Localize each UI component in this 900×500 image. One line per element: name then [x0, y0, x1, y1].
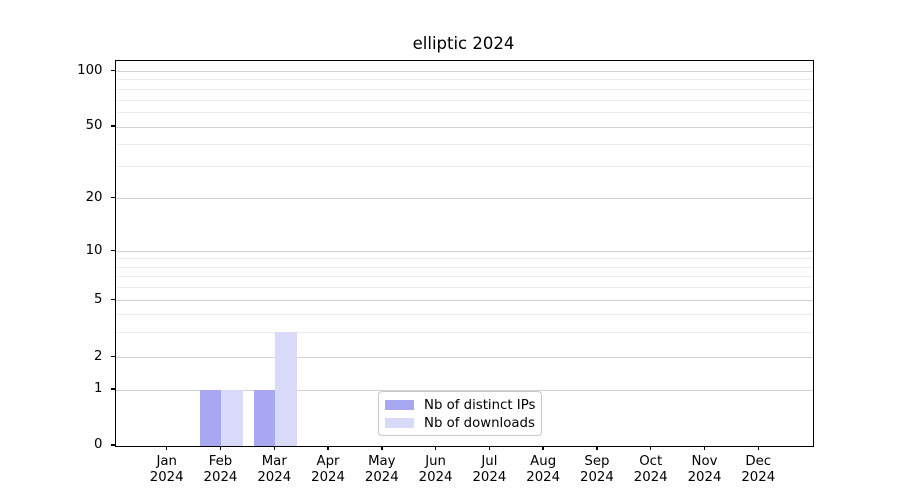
xtick-label-apr-2024: Apr 2024 — [311, 454, 345, 485]
gridline-major-2 — [116, 357, 813, 358]
xtick-mark-aug-2024 — [542, 446, 544, 451]
xtick-label-may-2024: May 2024 — [364, 454, 399, 485]
xtick-mark-oct-2024 — [650, 446, 652, 451]
legend-item-nb-of-downloads: Nb of downloads — [385, 415, 535, 431]
ytick-mark-0 — [110, 444, 115, 446]
xtick-mark-nov-2024 — [703, 446, 706, 451]
plot-area — [115, 60, 814, 447]
gridline-major-1 — [116, 389, 813, 391]
gridline-minor-60 — [116, 111, 813, 113]
gridline-minor-40 — [116, 143, 813, 145]
legend-swatch-nb-of-downloads — [385, 418, 414, 428]
ytick-mark-5 — [110, 298, 115, 301]
ytick-label-10: 10 — [85, 242, 103, 258]
gridline-minor-90 — [116, 79, 813, 81]
chart-title: elliptic 2024 — [412, 34, 515, 53]
xtick-mark-jan-2024 — [166, 446, 168, 451]
gridline-major-10 — [116, 251, 813, 252]
gridline-minor-30 — [116, 166, 813, 168]
xtick-mark-mar-2024 — [273, 446, 275, 451]
bar-nb-of-downloads-mar-2024 — [275, 332, 297, 446]
xtick-label-mar-2024: Mar 2024 — [257, 454, 292, 485]
ytick-label-50: 50 — [85, 118, 103, 133]
ytick-mark-10 — [110, 249, 115, 252]
gridline-minor-9 — [116, 258, 813, 260]
gridline-minor-8 — [116, 266, 813, 268]
ytick-label-1: 1 — [94, 381, 103, 396]
xtick-mark-jul-2024 — [488, 446, 491, 451]
ytick-mark-1 — [110, 388, 115, 390]
bar-nb-of-downloads-feb-2024 — [221, 390, 243, 446]
bar-nb-of-distinct-ips-mar-2024 — [253, 390, 276, 446]
gridline-minor-6 — [116, 287, 813, 289]
gridline-major-100 — [116, 71, 813, 72]
legend-label-nb-of-downloads: Nb of downloads — [424, 415, 535, 431]
xtick-label-oct-2024: Oct 2024 — [633, 454, 668, 485]
ytick-mark-100 — [110, 69, 115, 72]
gridline-major-20 — [116, 198, 813, 199]
xtick-label-feb-2024: Feb 2024 — [203, 454, 238, 485]
xtick-mark-apr-2024 — [327, 446, 329, 451]
xtick-label-aug-2024: Aug 2024 — [526, 454, 561, 485]
gridline-minor-7 — [116, 276, 813, 278]
xtick-label-jan-2024: Jan 2024 — [149, 454, 184, 485]
xtick-mark-jun-2024 — [434, 446, 437, 451]
gridline-major-5 — [116, 300, 813, 301]
legend-item-nb-of-distinct-ips: Nb of distinct IPs — [385, 397, 536, 413]
ytick-label-5: 5 — [94, 291, 103, 307]
xtick-label-dec-2024: Dec 2024 — [741, 454, 776, 485]
ytick-label-20: 20 — [85, 189, 103, 205]
gridline-minor-70 — [116, 99, 813, 101]
legend-label-nb-of-distinct-ips: Nb of distinct IPs — [424, 397, 536, 413]
xtick-label-jun-2024: Jun 2024 — [418, 454, 453, 485]
xtick-label-jul-2024: Jul 2024 — [472, 454, 507, 485]
ytick-label-2: 2 — [94, 348, 103, 364]
ytick-label-0: 0 — [94, 437, 103, 452]
ytick-mark-20 — [110, 196, 115, 199]
xtick-mark-dec-2024 — [757, 446, 759, 451]
bar-nb-of-distinct-ips-feb-2024 — [199, 390, 222, 446]
xtick-mark-feb-2024 — [219, 446, 222, 451]
ytick-mark-50 — [110, 125, 115, 127]
xtick-label-sep-2024: Sep 2024 — [580, 454, 614, 485]
ytick-label-100: 100 — [77, 62, 103, 78]
xtick-mark-sep-2024 — [596, 446, 598, 451]
legend-swatch-nb-of-distinct-ips — [385, 400, 414, 410]
gridline-minor-80 — [116, 88, 813, 90]
gridline-major-50 — [116, 126, 813, 128]
ytick-mark-2 — [110, 355, 115, 358]
xtick-mark-may-2024 — [381, 446, 383, 451]
gridline-minor-4 — [116, 313, 813, 315]
gridline-minor-3 — [116, 331, 813, 333]
xtick-label-nov-2024: Nov 2024 — [687, 454, 722, 485]
legend: Nb of distinct IPs Nb of downloads — [378, 391, 542, 436]
